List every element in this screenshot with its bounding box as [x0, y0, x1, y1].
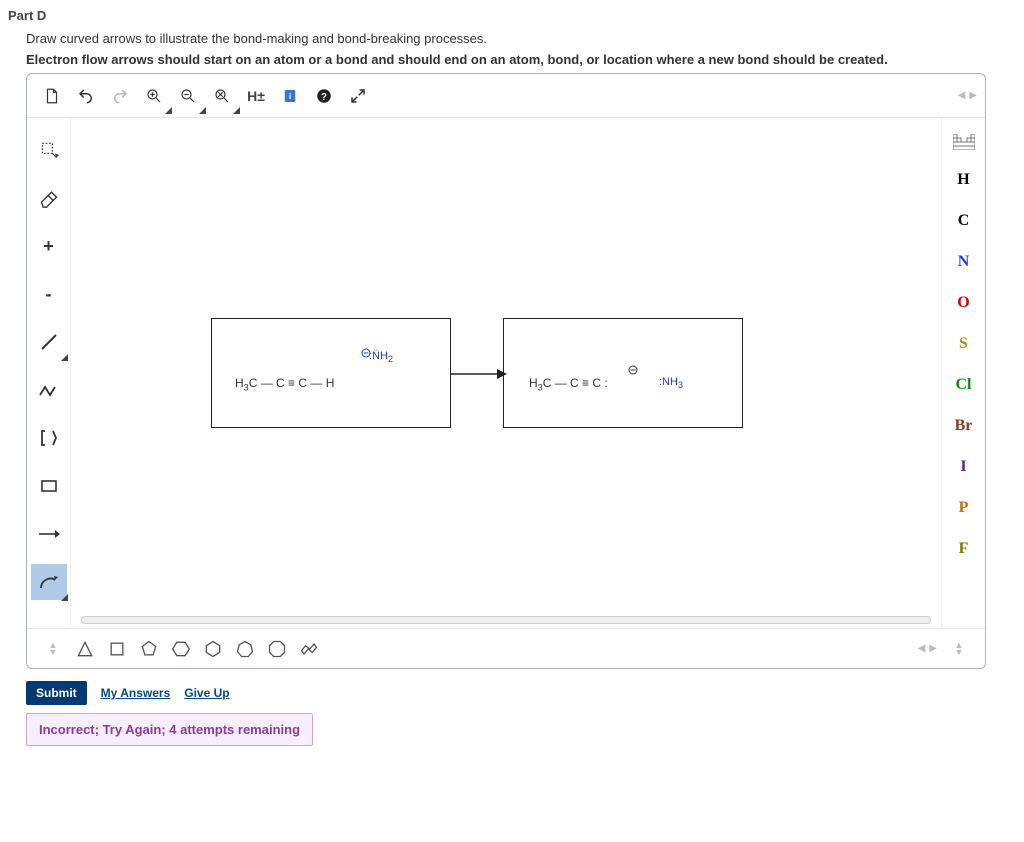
bottom-nav-arrows[interactable]: ◀▶ — [918, 643, 937, 654]
element-c-button[interactable]: C — [946, 206, 982, 236]
product-ammonia: :NH3 — [659, 376, 683, 390]
curved-arrow-icon[interactable] — [31, 564, 67, 600]
bracket-icon[interactable] — [31, 420, 67, 456]
pentagon-ring-icon[interactable] — [133, 633, 165, 665]
element-cl-button[interactable]: Cl — [946, 370, 982, 400]
redo-icon[interactable] — [103, 79, 137, 113]
element-p-button[interactable]: P — [946, 493, 982, 523]
svg-text:?: ? — [321, 91, 327, 102]
reaction-arrow-icon — [451, 367, 507, 381]
drawing-canvas[interactable]: H3C — C ≡ C — H :N̈H2 H3C — C ≡ C : :NH3 — [71, 118, 941, 628]
top-nav-arrows[interactable]: ◀▶ — [958, 90, 977, 101]
canvas-scrollbar[interactable] — [81, 616, 931, 624]
element-h-button[interactable]: H — [946, 165, 982, 195]
heptagon-ring-icon[interactable] — [229, 633, 261, 665]
element-n-button[interactable]: N — [946, 247, 982, 277]
chair-ring-icon[interactable] — [293, 633, 325, 665]
submit-button[interactable]: Submit — [26, 681, 87, 705]
single-bond-icon[interactable] — [31, 324, 67, 360]
give-up-link[interactable]: Give Up — [184, 686, 229, 700]
svg-text:i: i — [289, 92, 291, 101]
left-toolbar: + - — [27, 118, 71, 628]
submit-row: Submit My Answers Give Up — [26, 681, 1016, 705]
arrow-icon[interactable] — [31, 516, 67, 552]
element-f-button[interactable]: F — [946, 534, 982, 564]
hexagon-alt-ring-icon[interactable] — [197, 633, 229, 665]
reactant-amide: :N̈H2 — [369, 350, 393, 364]
element-s-button[interactable]: S — [946, 329, 982, 359]
eraser-icon[interactable] — [31, 180, 67, 216]
reactant-structure: H3C — C ≡ C — H — [235, 376, 334, 392]
hydrogen-toggle-button[interactable]: H± — [239, 79, 273, 113]
zoom-in-icon[interactable] — [137, 79, 171, 113]
ring-size-stepper[interactable]: ▲▼ — [37, 642, 69, 656]
my-answers-link[interactable]: My Answers — [101, 686, 171, 700]
feedback-message: Incorrect; Try Again; 4 attempts remaini… — [26, 713, 313, 746]
instructions-line-1: Draw curved arrows to illustrate the bon… — [26, 31, 1016, 46]
octagon-ring-icon[interactable] — [261, 633, 293, 665]
plus-charge-icon[interactable]: + — [31, 228, 67, 264]
square-ring-icon[interactable] — [101, 633, 133, 665]
acetylide-minus-icon — [628, 365, 638, 375]
element-br-button[interactable]: Br — [946, 411, 982, 441]
instructions-line-2: Electron flow arrows should start on an … — [26, 52, 1016, 67]
periodic-table-icon[interactable] — [946, 130, 982, 154]
minus-charge-icon[interactable]: - — [31, 276, 67, 312]
help-icon[interactable]: ? — [307, 79, 341, 113]
product-box[interactable] — [503, 318, 743, 428]
bottom-stepper[interactable]: ▲▼ — [943, 642, 975, 656]
hexagon-ring-icon[interactable] — [165, 633, 197, 665]
info-icon[interactable]: i — [273, 79, 307, 113]
rectangle-icon[interactable] — [31, 468, 67, 504]
new-document-icon[interactable] — [35, 79, 69, 113]
chain-icon[interactable] — [31, 372, 67, 408]
drawing-editor: H± i ? ◀▶ + - — [26, 73, 986, 669]
zoom-fit-icon[interactable] — [205, 79, 239, 113]
element-o-button[interactable]: O — [946, 288, 982, 318]
part-title: Part D — [8, 8, 1016, 23]
top-toolbar: H± i ? ◀▶ — [27, 74, 985, 118]
zoom-out-icon[interactable] — [171, 79, 205, 113]
undo-icon[interactable] — [69, 79, 103, 113]
element-i-button[interactable]: I — [946, 452, 982, 482]
marquee-select-icon[interactable] — [31, 132, 67, 168]
bottom-toolbar: ▲▼ ◀▶ ▲▼ — [27, 628, 985, 668]
product-structure: H3C — C ≡ C : — [529, 376, 608, 392]
reactant-box[interactable] — [211, 318, 451, 428]
fullscreen-icon[interactable] — [341, 79, 375, 113]
triangle-ring-icon[interactable] — [69, 633, 101, 665]
amide-minus-icon — [361, 348, 371, 358]
right-toolbar: H C N O S Cl Br I P F — [941, 118, 985, 628]
